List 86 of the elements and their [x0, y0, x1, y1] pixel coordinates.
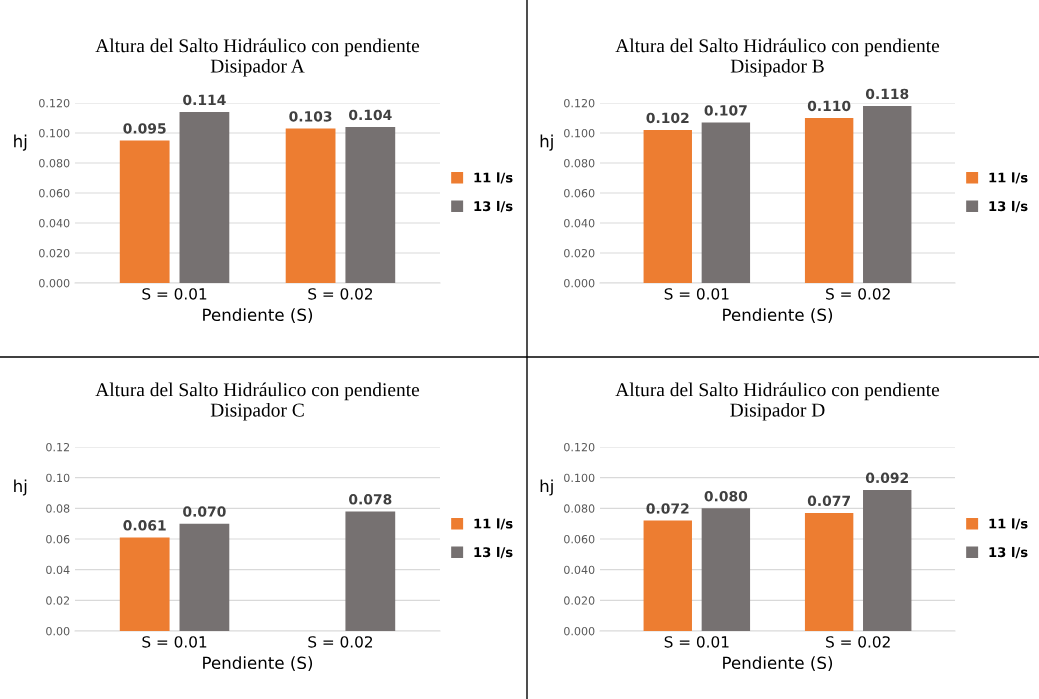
y-tick-label: 0.120	[564, 442, 595, 452]
data-label: 0.080	[704, 490, 748, 502]
y-tick-label: 0.000	[564, 626, 595, 636]
bar	[643, 520, 692, 631]
y-tick-label: 0.08	[46, 504, 70, 513]
y-tick-label: 0.060	[564, 188, 595, 198]
y-axis-title: hj	[14, 479, 27, 496]
bar	[863, 489, 912, 631]
y-tick-label: 0.12	[46, 442, 70, 452]
x-tick-label: S = 0.02	[308, 288, 373, 300]
bar	[804, 512, 854, 631]
legend-label: 13 l/s	[989, 546, 1028, 559]
data-label: 0.072	[646, 503, 689, 514]
x-tick-label: S = 0.01	[142, 288, 207, 300]
y-tick-label: 0.040	[564, 565, 595, 575]
y-tick-label: 0.100	[564, 473, 595, 483]
data-label: 0.095	[123, 123, 166, 134]
y-tick-label: 0.120	[39, 98, 70, 108]
data-label: 0.107	[704, 105, 747, 116]
bar	[804, 118, 854, 283]
y-tick-label: 0.040	[39, 218, 70, 228]
legend-label: 11 l/s	[474, 172, 513, 184]
y-tick-label: 0.060	[39, 188, 70, 198]
bar	[179, 112, 230, 283]
data-label: 0.061	[123, 520, 166, 531]
x-tick-label: S = 0.02	[308, 636, 373, 648]
y-tick-label: 0.020	[564, 248, 595, 258]
bar	[701, 122, 751, 283]
data-label: 0.070	[183, 506, 226, 517]
y-tick-label: 0.100	[39, 128, 70, 138]
y-tick-label: 0.04	[46, 565, 70, 575]
chart-title: Altura del Salto Hidráulico con pendiente Disipador C	[95, 382, 420, 421]
bar	[179, 523, 230, 631]
y-axis-title: hj	[540, 479, 553, 496]
bar	[285, 128, 336, 283]
bar	[345, 127, 396, 283]
y-tick-label: 0.020	[564, 596, 595, 605]
y-tick-label: 0.060	[564, 534, 595, 544]
x-axis-title: Pendiente (S)	[203, 308, 313, 324]
legend-label: 13 l/s	[474, 200, 513, 213]
bar	[701, 508, 751, 631]
data-label: 0.102	[646, 112, 689, 124]
data-label: 0.104	[349, 109, 392, 121]
legend-label: 11 l/s	[989, 172, 1028, 184]
legend-label: 13 l/s	[474, 546, 513, 559]
x-tick-label: S = 0.02	[826, 288, 890, 300]
chart-title: Altura del Salto Hidráulico con pendiente Disipador D	[615, 382, 940, 421]
y-tick-label: 0.120	[564, 98, 595, 108]
y-tick-label: 0.080	[564, 504, 595, 513]
y-axis-title: hj	[14, 134, 27, 151]
y-tick-label: 0.000	[39, 278, 70, 288]
chart-title: Altura del Salto Hidráulico con pendiente Disipador B	[615, 38, 940, 77]
data-label: 0.092	[865, 472, 908, 484]
data-label: 0.103	[289, 111, 332, 122]
bar	[119, 140, 170, 283]
y-tick-label: 0.02	[46, 596, 70, 605]
bar	[345, 511, 396, 631]
y-tick-label: 0.000	[564, 278, 595, 288]
x-tick-label: S = 0.02	[826, 636, 890, 648]
data-label: 0.077	[807, 495, 850, 507]
data-label: 0.078	[349, 494, 392, 505]
legend-label: 11 l/s	[989, 518, 1028, 530]
legend-label: 13 l/s	[989, 200, 1028, 213]
bar	[643, 130, 692, 283]
x-axis-title: Pendiente (S)	[723, 308, 833, 324]
x-axis-title: Pendiente (S)	[723, 656, 833, 672]
legend-label: 11 l/s	[474, 518, 513, 530]
data-label: 0.118	[865, 88, 909, 100]
y-tick-label: 0.020	[39, 248, 70, 258]
y-tick-label: 0.06	[46, 534, 70, 544]
x-axis-title: Pendiente (S)	[203, 656, 313, 672]
x-tick-label: S = 0.01	[664, 288, 729, 300]
y-tick-label: 0.080	[39, 158, 70, 168]
data-label: 0.114	[183, 94, 226, 106]
x-tick-label: S = 0.01	[142, 636, 207, 648]
data-label: 0.110	[807, 100, 851, 112]
y-tick-label: 0.100	[564, 128, 595, 138]
x-tick-label: S = 0.01	[664, 636, 729, 648]
bar	[119, 537, 170, 631]
y-tick-label: 0.00	[46, 626, 70, 636]
y-axis-title: hj	[540, 134, 553, 151]
y-tick-label: 0.080	[564, 158, 595, 168]
y-tick-label: 0.10	[46, 473, 70, 483]
chart-title: Altura del Salto Hidráulico con pendiente Disipador A	[95, 38, 420, 77]
y-tick-label: 0.040	[564, 218, 595, 228]
bar	[863, 106, 912, 283]
